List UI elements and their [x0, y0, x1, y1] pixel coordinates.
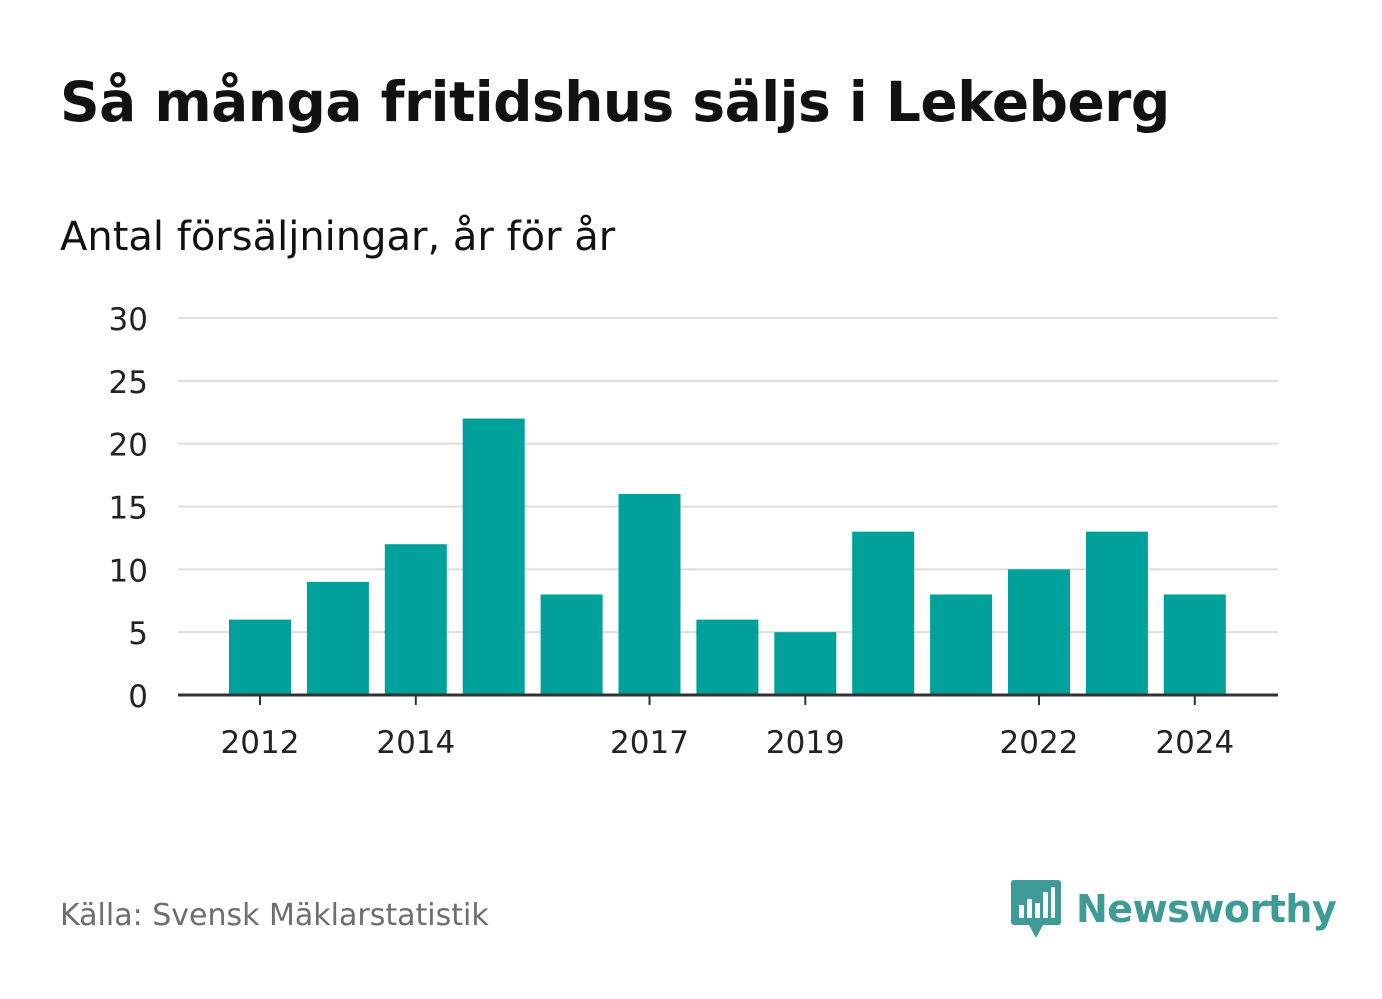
y-tick-label: 0 — [128, 679, 148, 715]
brand-name: Newsworthy — [1076, 887, 1337, 931]
bar-chart-speech-bubble-icon — [1011, 880, 1061, 938]
y-axis-ticks: 0 5 10 15 20 25 30 — [109, 302, 148, 715]
bar-2023 — [1085, 531, 1148, 695]
brand-logo: Newsworthy — [1010, 878, 1337, 940]
x-tick-label: 2019 — [766, 725, 845, 761]
bar-2013 — [306, 581, 369, 695]
y-tick-label: 30 — [109, 302, 148, 338]
x-tick-label: 2014 — [376, 725, 455, 761]
y-tick-label: 15 — [109, 491, 148, 527]
x-axis-ticks: 2012 2014 2017 2019 2022 2024 — [221, 695, 1234, 761]
bar-2019 — [774, 632, 837, 695]
bar-chart: 0 5 10 15 20 25 30 2012 2014 2017 2019 2022 2024 — [109, 302, 1278, 761]
source-note: Källa: Svensk Mäklarstatistik — [60, 898, 489, 933]
bar-2021 — [930, 594, 993, 695]
bar-2018 — [696, 619, 759, 695]
bar-2014 — [384, 544, 447, 695]
bar-2022 — [1008, 569, 1070, 695]
bar-2015 — [462, 418, 525, 695]
y-tick-label: 25 — [109, 365, 148, 401]
x-tick-label: 2022 — [1000, 725, 1079, 761]
x-tick-label: 2017 — [610, 725, 689, 761]
bar-2020 — [852, 531, 915, 695]
bar-2024 — [1163, 594, 1226, 695]
chart-title: Så många fritidshus säljs i Lekeberg — [60, 70, 1170, 134]
bars — [229, 418, 1226, 695]
y-tick-label: 20 — [109, 428, 148, 464]
x-tick-label: 2024 — [1155, 725, 1234, 761]
y-tick-label: 10 — [109, 553, 148, 589]
chart-subtitle: Antal försäljningar, år för år — [60, 214, 616, 260]
bar-2016 — [540, 594, 603, 695]
bar-2017 — [618, 493, 681, 695]
bar-2012 — [229, 619, 291, 695]
x-tick-label: 2012 — [221, 725, 300, 761]
y-tick-label: 5 — [128, 616, 148, 652]
